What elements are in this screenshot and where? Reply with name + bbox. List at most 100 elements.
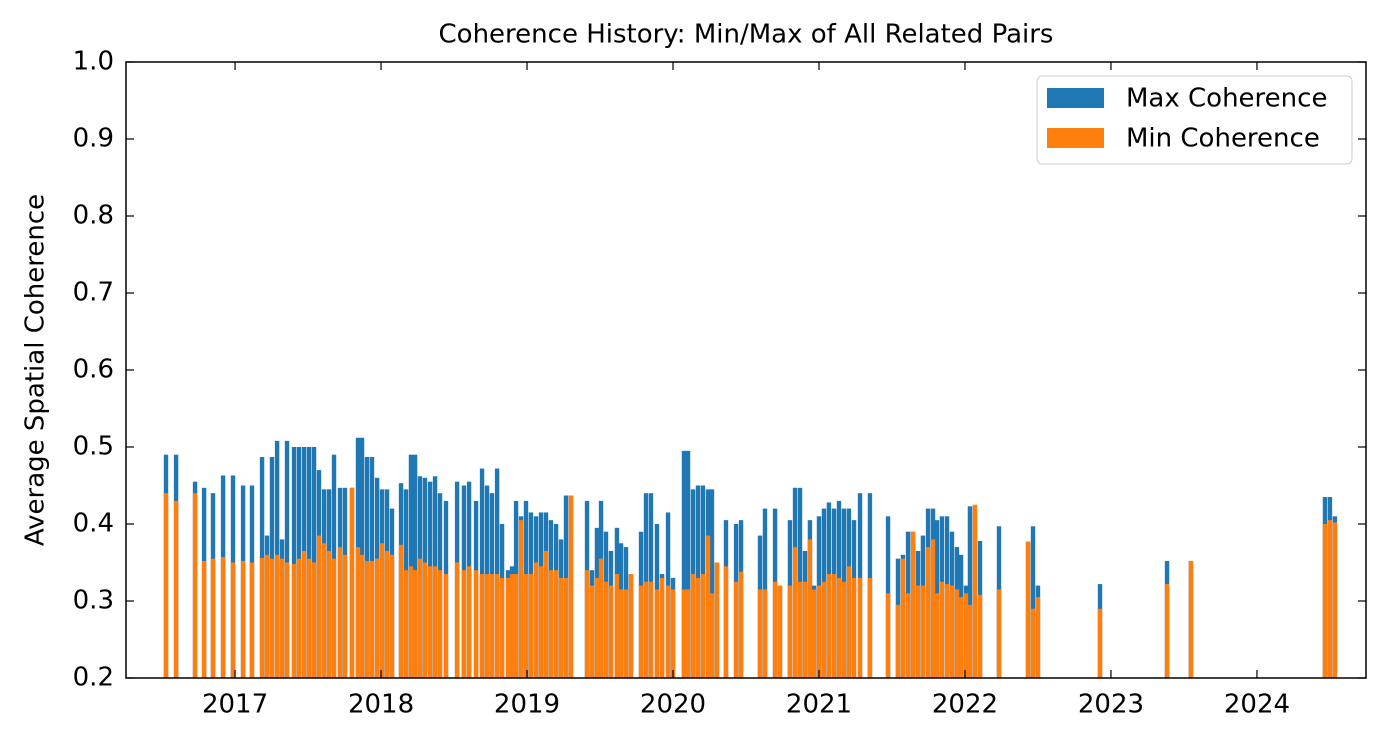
bar (342, 554, 348, 678)
bar (638, 585, 644, 678)
bar (1322, 524, 1328, 678)
bar (614, 574, 620, 678)
bar (643, 581, 649, 678)
bar (240, 560, 246, 678)
bar (925, 547, 931, 678)
bar (811, 589, 817, 678)
bar (432, 566, 438, 678)
bar (220, 557, 226, 678)
bar (301, 550, 307, 678)
bar (930, 539, 936, 678)
plot-frame (125, 61, 1367, 679)
bar (210, 558, 216, 678)
bar (454, 562, 460, 678)
bar (594, 577, 600, 678)
bar (841, 581, 847, 678)
bar (408, 566, 414, 678)
legend-swatch (1047, 128, 1104, 148)
bar (772, 581, 778, 678)
bar (264, 554, 270, 678)
bar (337, 547, 343, 678)
bar (905, 593, 911, 678)
bar (201, 560, 207, 678)
bar (291, 447, 297, 678)
bar (1025, 541, 1031, 678)
bar (939, 581, 945, 678)
bar (628, 574, 634, 678)
y-tick-label: 0.3 (73, 586, 114, 616)
bar (958, 597, 964, 678)
bar (954, 589, 960, 678)
bar (349, 487, 355, 678)
bar (944, 584, 950, 678)
bar (291, 564, 297, 678)
bar (895, 604, 901, 678)
bar (836, 577, 842, 678)
bar (885, 593, 891, 678)
bar (949, 585, 955, 678)
bar (802, 581, 808, 678)
bar (548, 570, 554, 678)
bar (915, 585, 921, 678)
bar (1332, 522, 1338, 678)
bar (192, 493, 198, 678)
bar (249, 562, 255, 678)
bar (695, 577, 701, 678)
bar (690, 574, 696, 678)
y-tick-label: 0.8 (73, 201, 114, 231)
bar (608, 585, 614, 678)
bar (494, 574, 500, 678)
bar (437, 570, 443, 678)
y-tick-label: 0.5 (73, 432, 114, 462)
bar (422, 562, 428, 678)
bar (777, 585, 783, 678)
bar (479, 574, 485, 678)
bar (757, 589, 763, 678)
bar (589, 585, 595, 678)
bar (528, 574, 534, 678)
y-tick-label: 0.7 (73, 278, 114, 308)
bar (826, 574, 832, 678)
bar (685, 450, 691, 678)
y-tick-label: 0.6 (73, 355, 114, 385)
bar (685, 589, 691, 678)
y-tick-label: 0.2 (73, 663, 114, 693)
bar (389, 554, 395, 678)
bar (533, 562, 539, 678)
bar (326, 550, 332, 678)
bar (648, 581, 654, 678)
bar (369, 560, 375, 678)
bar (296, 558, 302, 678)
bar (403, 570, 409, 678)
bar (259, 557, 265, 678)
bar (311, 562, 317, 678)
bar (553, 570, 559, 678)
x-tick-label: 2019 (494, 690, 560, 720)
bar (846, 566, 852, 678)
bar (538, 566, 544, 678)
x-tick-label: 2018 (348, 690, 414, 720)
bar (568, 495, 574, 678)
x-tick-label: 2022 (932, 690, 998, 720)
bar (384, 550, 390, 678)
bar (543, 550, 549, 678)
bar (269, 558, 275, 678)
bar (355, 547, 361, 678)
bar (398, 544, 404, 678)
x-tick-label: 2017 (202, 690, 268, 720)
bar (603, 581, 609, 678)
bar (723, 566, 729, 678)
bar (681, 450, 687, 678)
bar (1035, 597, 1041, 678)
bar (173, 500, 179, 678)
x-tick-label: 2020 (640, 690, 706, 720)
bar (857, 577, 863, 678)
bar (787, 585, 793, 678)
bar (359, 554, 365, 678)
bar (518, 520, 524, 678)
bar (654, 589, 660, 678)
bar (558, 577, 564, 678)
bar (412, 454, 418, 678)
bar (665, 585, 671, 678)
bar (963, 593, 969, 678)
